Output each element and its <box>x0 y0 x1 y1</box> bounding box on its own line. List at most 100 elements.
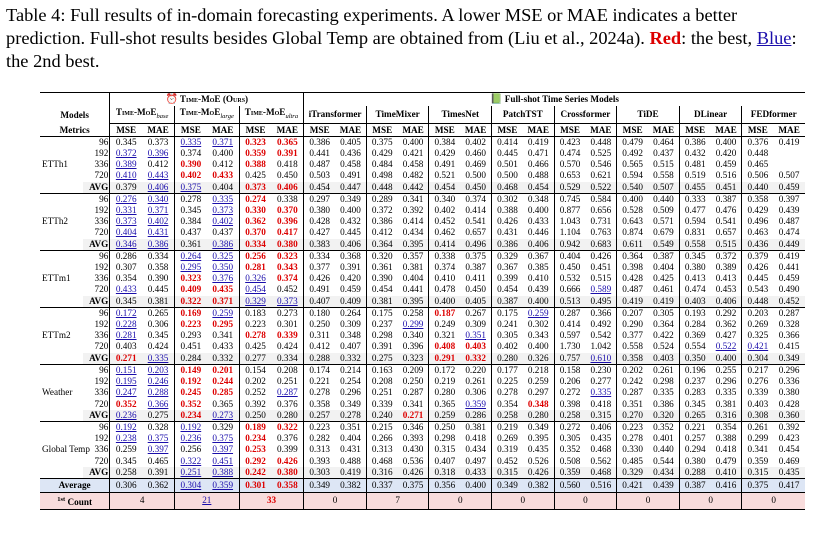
value-cell: 0.237 <box>365 319 398 331</box>
value-cell: 0.323 <box>397 352 429 365</box>
average-value: 0.349 <box>303 477 336 493</box>
value-cell: 0.366 <box>147 398 169 409</box>
average-value: 0.356 <box>428 477 461 493</box>
value-cell <box>773 148 805 159</box>
value-cell: 0.482 <box>402 170 424 181</box>
value-cell: 0.503 <box>303 170 336 182</box>
value-cell: 0.278 <box>238 330 272 342</box>
value-cell: 0.326 <box>522 352 555 365</box>
value-cell: 0.831 <box>678 227 711 239</box>
value-cell: 0.491 <box>428 159 461 171</box>
value-cell: 0.376 <box>277 398 298 409</box>
value-cell: 0.474 <box>553 148 586 160</box>
value-cell: 0.365 <box>212 398 234 409</box>
average-value: 0.421 <box>616 477 649 493</box>
average-value: 0.362 <box>142 477 175 493</box>
value-cell: 0.280 <box>491 352 523 365</box>
value-cell: 0.437 <box>653 148 674 159</box>
mae-header: MAE <box>522 122 555 137</box>
mse-header: MSE <box>238 122 272 137</box>
value-cell: 0.459 <box>715 159 737 170</box>
value-cell: 0.565 <box>616 159 649 171</box>
value-cell: 0.397 <box>212 444 234 455</box>
model-header: TimeMixer <box>365 106 429 124</box>
value-cell: 0.259 <box>206 306 240 320</box>
value-cell: 0.208 <box>271 363 304 377</box>
avg-row: AVG 0.379 0.406 0.375 0.404 0.373 0.406 0.454 0.… <box>40 181 805 194</box>
value-cell: 0.364 <box>616 249 649 263</box>
avg-row: AVG 0.345 0.381 0.322 0.371 0.329 0.373 0.407 0.… <box>40 295 805 308</box>
value-cell: 0.418 <box>465 433 486 444</box>
value-cell: 0.387 <box>710 192 742 206</box>
value-cell: 0.519 <box>678 170 711 182</box>
value-cell: 0.381 <box>715 398 737 409</box>
value-cell: 0.345 <box>109 135 143 149</box>
value-cell: 0.351 <box>616 398 649 410</box>
value-cell: 0.426 <box>491 216 523 228</box>
value-cell: 0.362 <box>238 216 272 228</box>
value-cell: 0.346 <box>109 238 143 251</box>
value-cell: 0.282 <box>303 433 336 445</box>
value-cell: 0.287 <box>402 387 424 398</box>
value-cell: 0.287 <box>277 387 298 398</box>
mse-header: MSE <box>428 122 461 137</box>
value-cell: 0.400 <box>527 205 549 216</box>
value-cell: 0.877 <box>553 205 586 217</box>
average-value: 0.359 <box>206 477 240 493</box>
value-cell: 0.657 <box>465 227 486 238</box>
value-cell: 0.272 <box>553 420 586 434</box>
value-cell: 0.270 <box>616 409 649 422</box>
model-header: PatchTST <box>491 106 555 124</box>
value-cell: 0.334 <box>303 249 336 263</box>
value-cell: 0.391 <box>340 262 361 273</box>
table-row: 192 0.372 0.396 0.374 0.400 0.359 0.391 0.441 0.… <box>40 148 805 160</box>
value-cell: 0.522 <box>715 341 737 352</box>
value-cell: 0.349 <box>340 398 361 409</box>
value-cell: 0.375 <box>460 249 492 263</box>
table-row: Weather 96 0.151 0.203 0.149 0.201 0.154 0.208 0… <box>40 363 805 422</box>
value-cell: 0.406 <box>585 420 617 434</box>
mse-header: MSE <box>303 122 336 137</box>
value-cell: 0.328 <box>778 319 800 330</box>
value-cell: 0.554 <box>678 341 711 353</box>
value-cell: 0.426 <box>522 466 555 479</box>
value-cell: 0.277 <box>590 376 612 387</box>
value-cell: 0.558 <box>653 170 674 181</box>
value-cell: 0.428 <box>303 216 336 228</box>
value-cell: 0.258 <box>553 409 586 422</box>
value-cell: 0.346 <box>397 420 429 434</box>
value-cell: 0.330 <box>616 444 649 456</box>
value-cell: 0.460 <box>465 148 486 159</box>
value-cell: 0.412 <box>303 341 336 353</box>
value-cell: 0.376 <box>741 135 774 149</box>
value-cell: 0.425 <box>653 273 674 284</box>
avg-label: AVG <box>83 238 110 251</box>
value-cell: 0.399 <box>277 444 298 455</box>
timemoe-group-header: ⏰ Time-MoE (Ours) <box>109 92 304 106</box>
value-cell: 0.345 <box>173 205 207 217</box>
value-cell: 0.375 <box>147 433 169 444</box>
value-cell: 0.280 <box>428 387 461 399</box>
model-header: DLinear <box>678 106 742 124</box>
value-cell: 0.284 <box>678 319 711 331</box>
value-cell: 0.385 <box>527 262 549 273</box>
value-cell: 0.256 <box>173 444 207 456</box>
value-cell: 0.426 <box>277 455 298 466</box>
value-cell: 0.335 <box>715 387 737 398</box>
value-cell: 0.589 <box>590 284 612 295</box>
value-cell: 0.404 <box>109 227 143 239</box>
value-cell: 0.313 <box>303 444 336 456</box>
value-cell: 0.257 <box>678 433 711 445</box>
value-cell: 0.496 <box>460 238 492 251</box>
value-cell: 0.339 <box>365 398 398 410</box>
value-cell: 0.412 <box>147 159 169 170</box>
value-cell: 0.223 <box>303 420 336 434</box>
value-cell: 0.757 <box>553 352 586 365</box>
horizon-label: 96 <box>83 249 110 263</box>
model-header: Time-MoEbase <box>109 106 175 124</box>
value-cell: 0.395 <box>527 433 549 444</box>
value-cell: 0.426 <box>585 249 617 263</box>
value-cell: 0.413 <box>715 273 737 284</box>
first-count-value: 4 <box>109 491 175 510</box>
value-cell: 0.359 <box>553 466 586 479</box>
